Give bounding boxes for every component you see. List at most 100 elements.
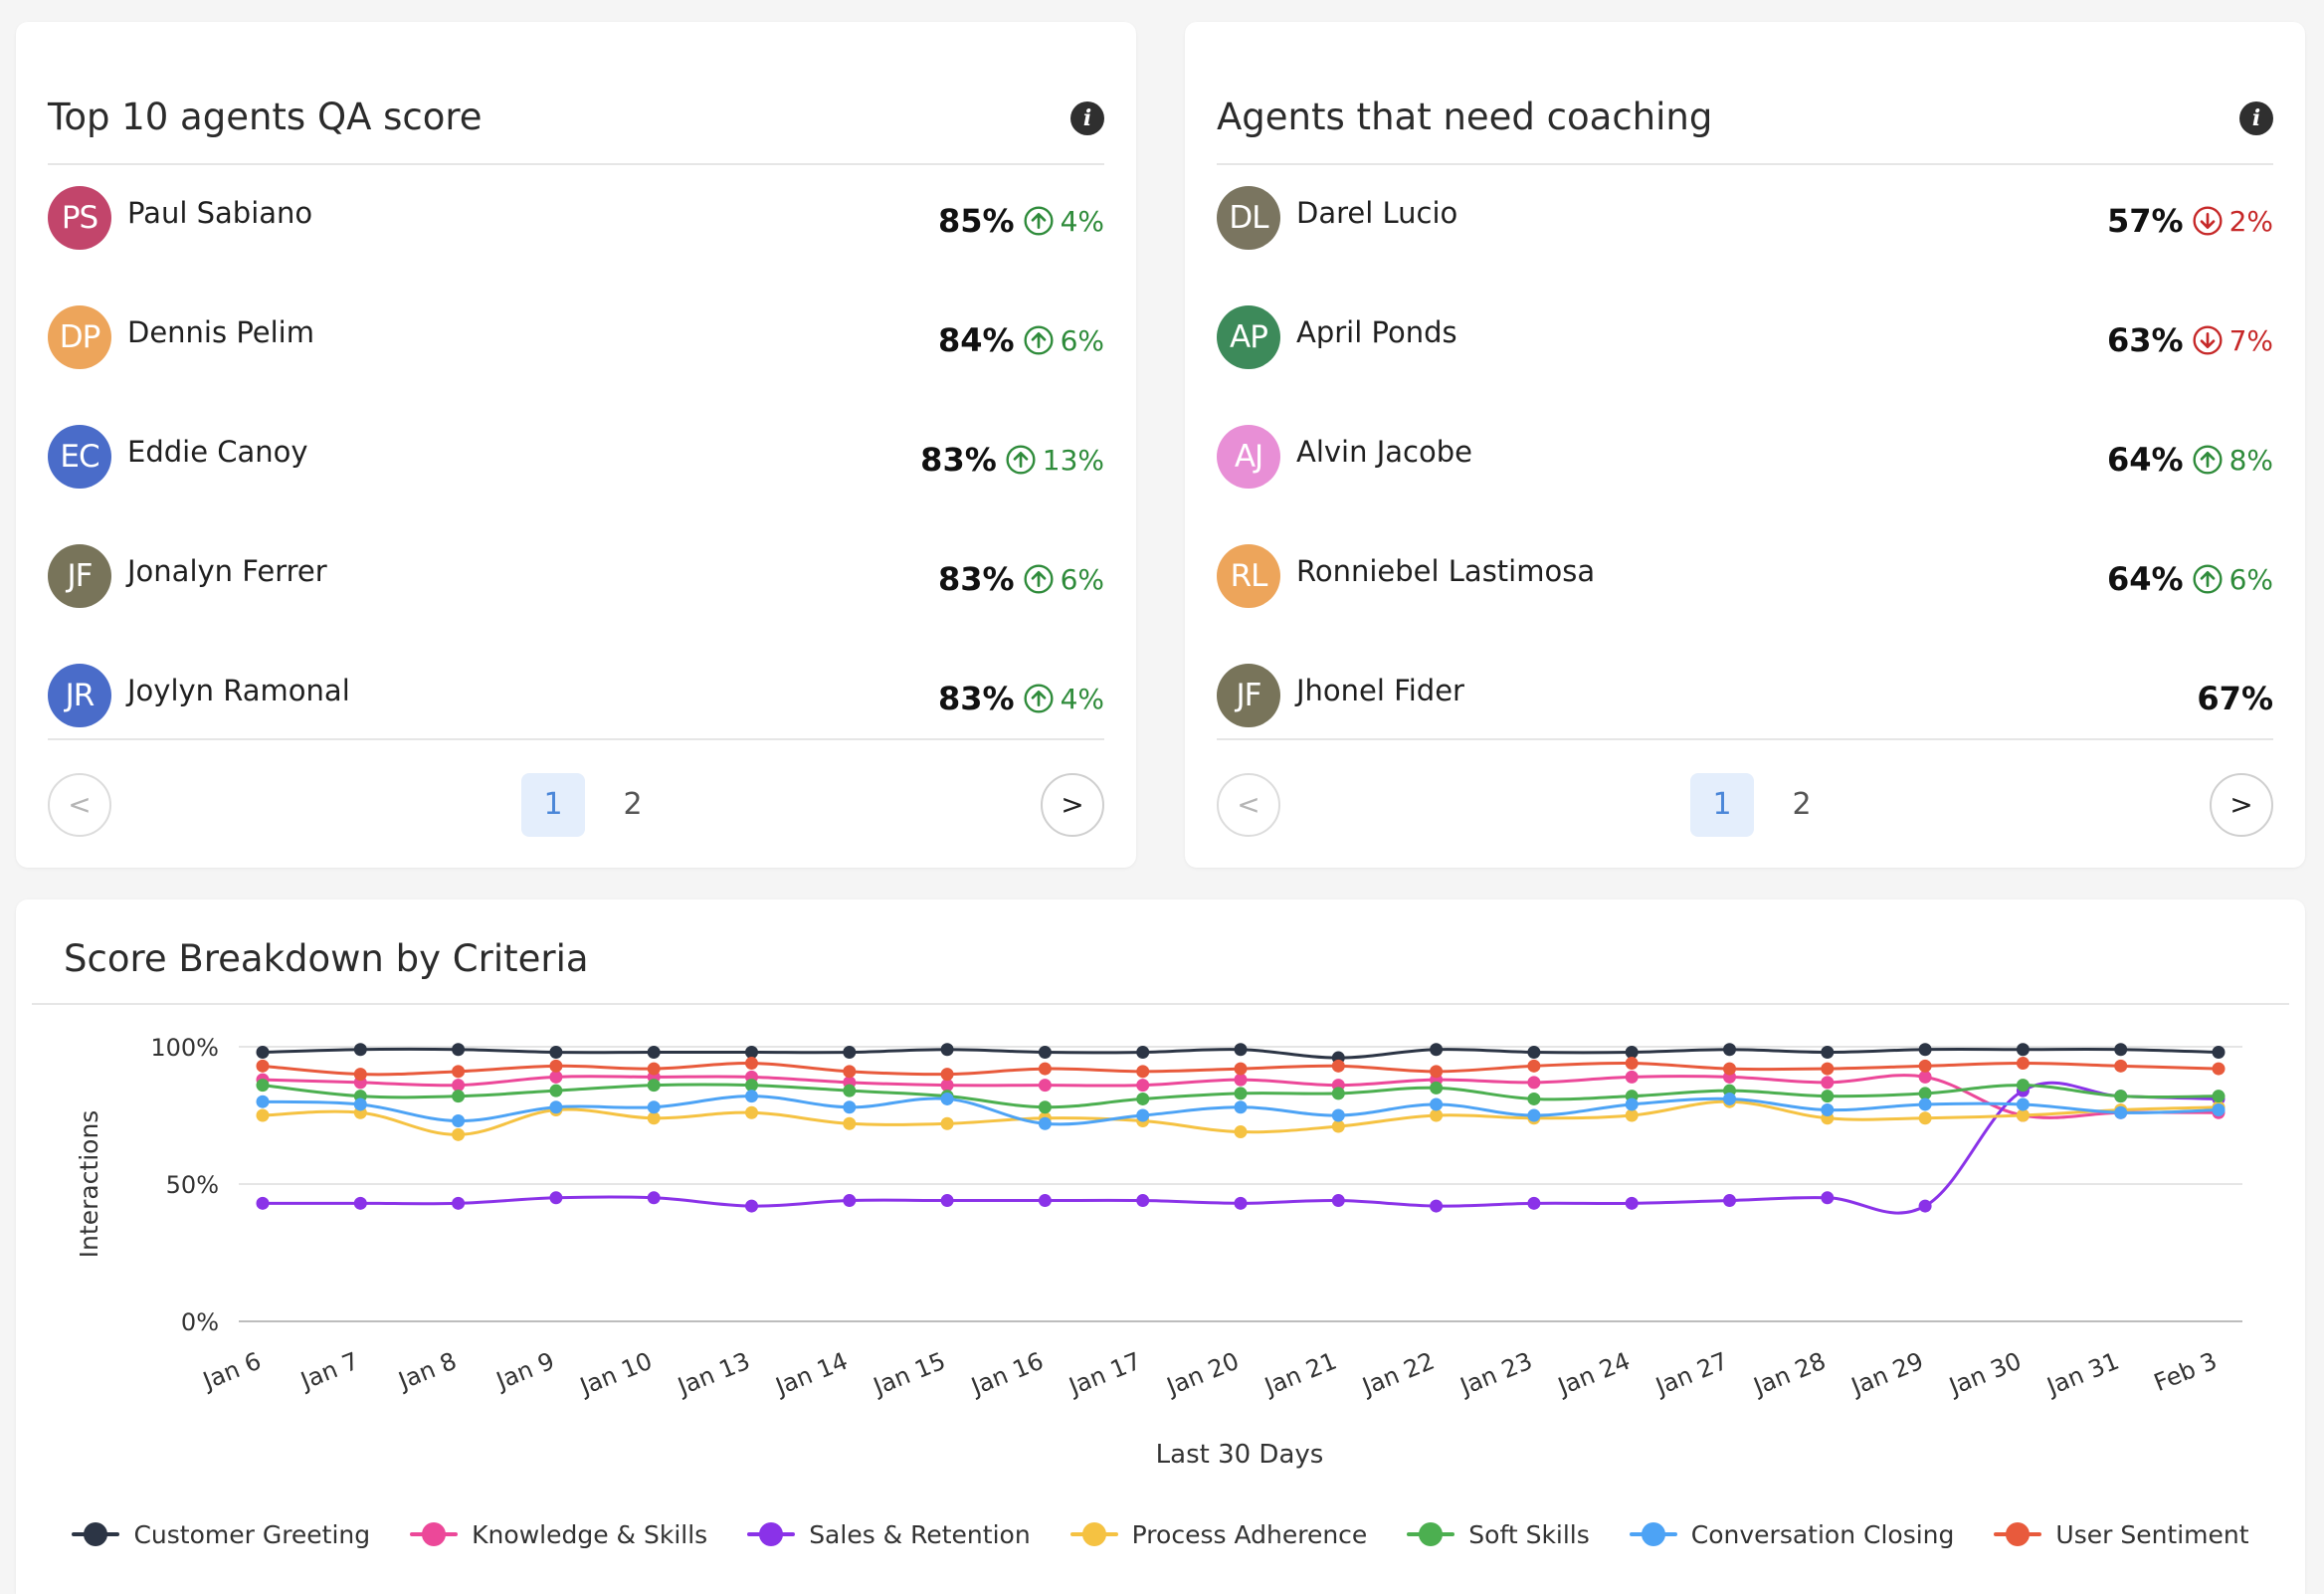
legend-item[interactable]: Knowledge & Skills bbox=[410, 1514, 707, 1554]
data-point-sales-retention[interactable] bbox=[843, 1194, 857, 1208]
data-point-user-sentiment[interactable] bbox=[1136, 1065, 1150, 1079]
data-point-conversation-closing[interactable] bbox=[1527, 1108, 1541, 1122]
data-point-user-sentiment[interactable] bbox=[1723, 1062, 1736, 1076]
data-point-conversation-closing[interactable] bbox=[1331, 1108, 1345, 1122]
data-point-conversation-closing[interactable] bbox=[2212, 1102, 2226, 1116]
data-point-process-adherence[interactable] bbox=[940, 1116, 954, 1130]
data-point-knowledge-skills[interactable] bbox=[1527, 1076, 1541, 1090]
data-point-customer-greeting[interactable] bbox=[647, 1046, 661, 1060]
data-point-sales-retention[interactable] bbox=[940, 1194, 954, 1208]
data-point-knowledge-skills[interactable] bbox=[1625, 1070, 1639, 1084]
data-point-user-sentiment[interactable] bbox=[2212, 1062, 2226, 1076]
data-point-conversation-closing[interactable] bbox=[1821, 1102, 1835, 1116]
data-point-soft-skills[interactable] bbox=[1038, 1100, 1052, 1114]
data-point-customer-greeting[interactable] bbox=[940, 1043, 954, 1057]
data-point-customer-greeting[interactable] bbox=[1038, 1046, 1052, 1060]
data-point-user-sentiment[interactable] bbox=[2114, 1059, 2128, 1073]
data-point-conversation-closing[interactable] bbox=[1918, 1097, 1932, 1111]
data-point-soft-skills[interactable] bbox=[1136, 1092, 1150, 1105]
data-point-soft-skills[interactable] bbox=[1527, 1092, 1541, 1105]
data-point-soft-skills[interactable] bbox=[1430, 1081, 1444, 1095]
data-point-process-adherence[interactable] bbox=[1331, 1119, 1345, 1133]
agent-row[interactable]: DL Darel Lucio 57% 2% bbox=[1217, 164, 2273, 284]
data-point-sales-retention[interactable] bbox=[1331, 1194, 1345, 1208]
data-point-knowledge-skills[interactable] bbox=[1234, 1073, 1248, 1087]
data-point-knowledge-skills[interactable] bbox=[1038, 1079, 1052, 1093]
data-point-conversation-closing[interactable] bbox=[745, 1090, 758, 1103]
data-point-soft-skills[interactable] bbox=[647, 1079, 661, 1093]
data-point-soft-skills[interactable] bbox=[549, 1084, 563, 1097]
next-page-button[interactable]: > bbox=[2210, 773, 2273, 837]
data-point-customer-greeting[interactable] bbox=[2114, 1043, 2128, 1057]
data-point-customer-greeting[interactable] bbox=[1821, 1046, 1835, 1060]
prev-page-button[interactable]: < bbox=[48, 773, 111, 837]
data-point-conversation-closing[interactable] bbox=[2114, 1105, 2128, 1119]
data-point-user-sentiment[interactable] bbox=[843, 1065, 857, 1079]
data-point-user-sentiment[interactable] bbox=[353, 1068, 367, 1082]
data-point-knowledge-skills[interactable] bbox=[1136, 1079, 1150, 1093]
page-1-button[interactable]: 1 bbox=[1690, 773, 1754, 837]
data-point-soft-skills[interactable] bbox=[1918, 1087, 1932, 1100]
data-point-user-sentiment[interactable] bbox=[1331, 1059, 1345, 1073]
prev-page-button[interactable]: < bbox=[1217, 773, 1280, 837]
data-point-soft-skills[interactable] bbox=[745, 1079, 758, 1093]
agent-row[interactable]: PS Paul Sabiano 85% 4% bbox=[48, 164, 1104, 284]
data-point-user-sentiment[interactable] bbox=[940, 1068, 954, 1082]
data-point-soft-skills[interactable] bbox=[843, 1084, 857, 1097]
data-point-sales-retention[interactable] bbox=[452, 1196, 466, 1210]
data-point-sales-retention[interactable] bbox=[1136, 1194, 1150, 1208]
data-point-process-adherence[interactable] bbox=[1234, 1125, 1248, 1139]
legend-item[interactable]: Process Adherence bbox=[1069, 1514, 1367, 1554]
data-point-sales-retention[interactable] bbox=[256, 1196, 270, 1210]
data-point-soft-skills[interactable] bbox=[256, 1079, 270, 1093]
page-2-button[interactable]: 2 bbox=[623, 787, 643, 822]
data-point-conversation-closing[interactable] bbox=[1234, 1100, 1248, 1114]
page-2-button[interactable]: 2 bbox=[1792, 787, 1812, 822]
info-icon[interactable]: i bbox=[1070, 101, 1104, 135]
data-point-knowledge-skills[interactable] bbox=[452, 1079, 466, 1093]
legend-item[interactable]: Customer Greeting bbox=[72, 1514, 370, 1554]
data-point-customer-greeting[interactable] bbox=[2212, 1046, 2226, 1060]
data-point-process-adherence[interactable] bbox=[1430, 1108, 1444, 1122]
data-point-conversation-closing[interactable] bbox=[256, 1095, 270, 1108]
data-point-user-sentiment[interactable] bbox=[1234, 1062, 1248, 1076]
info-icon[interactable]: i bbox=[2239, 101, 2273, 135]
data-point-knowledge-skills[interactable] bbox=[940, 1079, 954, 1093]
legend-item[interactable]: Sales & Retention bbox=[747, 1514, 1031, 1554]
data-point-sales-retention[interactable] bbox=[1918, 1199, 1932, 1213]
agent-row[interactable]: DP Dennis Pelim 84% 6% bbox=[48, 284, 1104, 403]
data-point-sales-retention[interactable] bbox=[647, 1191, 661, 1205]
data-point-process-adherence[interactable] bbox=[745, 1105, 758, 1119]
data-point-customer-greeting[interactable] bbox=[549, 1046, 563, 1060]
data-point-conversation-closing[interactable] bbox=[1038, 1116, 1052, 1130]
data-point-customer-greeting[interactable] bbox=[1723, 1043, 1736, 1057]
agent-row[interactable]: JF Jhonel Fider 67% bbox=[1217, 642, 2273, 761]
data-point-process-adherence[interactable] bbox=[843, 1116, 857, 1130]
data-point-conversation-closing[interactable] bbox=[843, 1100, 857, 1114]
data-point-conversation-closing[interactable] bbox=[940, 1092, 954, 1105]
data-point-conversation-closing[interactable] bbox=[2016, 1097, 2030, 1111]
data-point-knowledge-skills[interactable] bbox=[549, 1070, 563, 1084]
data-point-sales-retention[interactable] bbox=[745, 1199, 758, 1213]
data-point-process-adherence[interactable] bbox=[1918, 1111, 1932, 1125]
data-point-conversation-closing[interactable] bbox=[549, 1100, 563, 1114]
data-point-sales-retention[interactable] bbox=[1234, 1196, 1248, 1210]
data-point-user-sentiment[interactable] bbox=[256, 1059, 270, 1073]
data-point-process-adherence[interactable] bbox=[2016, 1108, 2030, 1122]
data-point-conversation-closing[interactable] bbox=[452, 1114, 466, 1128]
data-point-sales-retention[interactable] bbox=[353, 1196, 367, 1210]
data-point-conversation-closing[interactable] bbox=[647, 1100, 661, 1114]
data-point-user-sentiment[interactable] bbox=[1527, 1059, 1541, 1073]
data-point-process-adherence[interactable] bbox=[1625, 1108, 1639, 1122]
data-point-user-sentiment[interactable] bbox=[1430, 1065, 1444, 1079]
legend-item[interactable]: Conversation Closing bbox=[1629, 1514, 1954, 1554]
data-point-sales-retention[interactable] bbox=[1625, 1196, 1639, 1210]
data-point-customer-greeting[interactable] bbox=[2016, 1043, 2030, 1057]
legend-item[interactable]: Soft Skills bbox=[1407, 1514, 1590, 1554]
data-point-customer-greeting[interactable] bbox=[256, 1046, 270, 1060]
data-point-customer-greeting[interactable] bbox=[843, 1046, 857, 1060]
data-point-sales-retention[interactable] bbox=[1723, 1194, 1736, 1208]
data-point-soft-skills[interactable] bbox=[2016, 1079, 2030, 1093]
data-point-user-sentiment[interactable] bbox=[1038, 1062, 1052, 1076]
data-point-user-sentiment[interactable] bbox=[1918, 1059, 1932, 1073]
